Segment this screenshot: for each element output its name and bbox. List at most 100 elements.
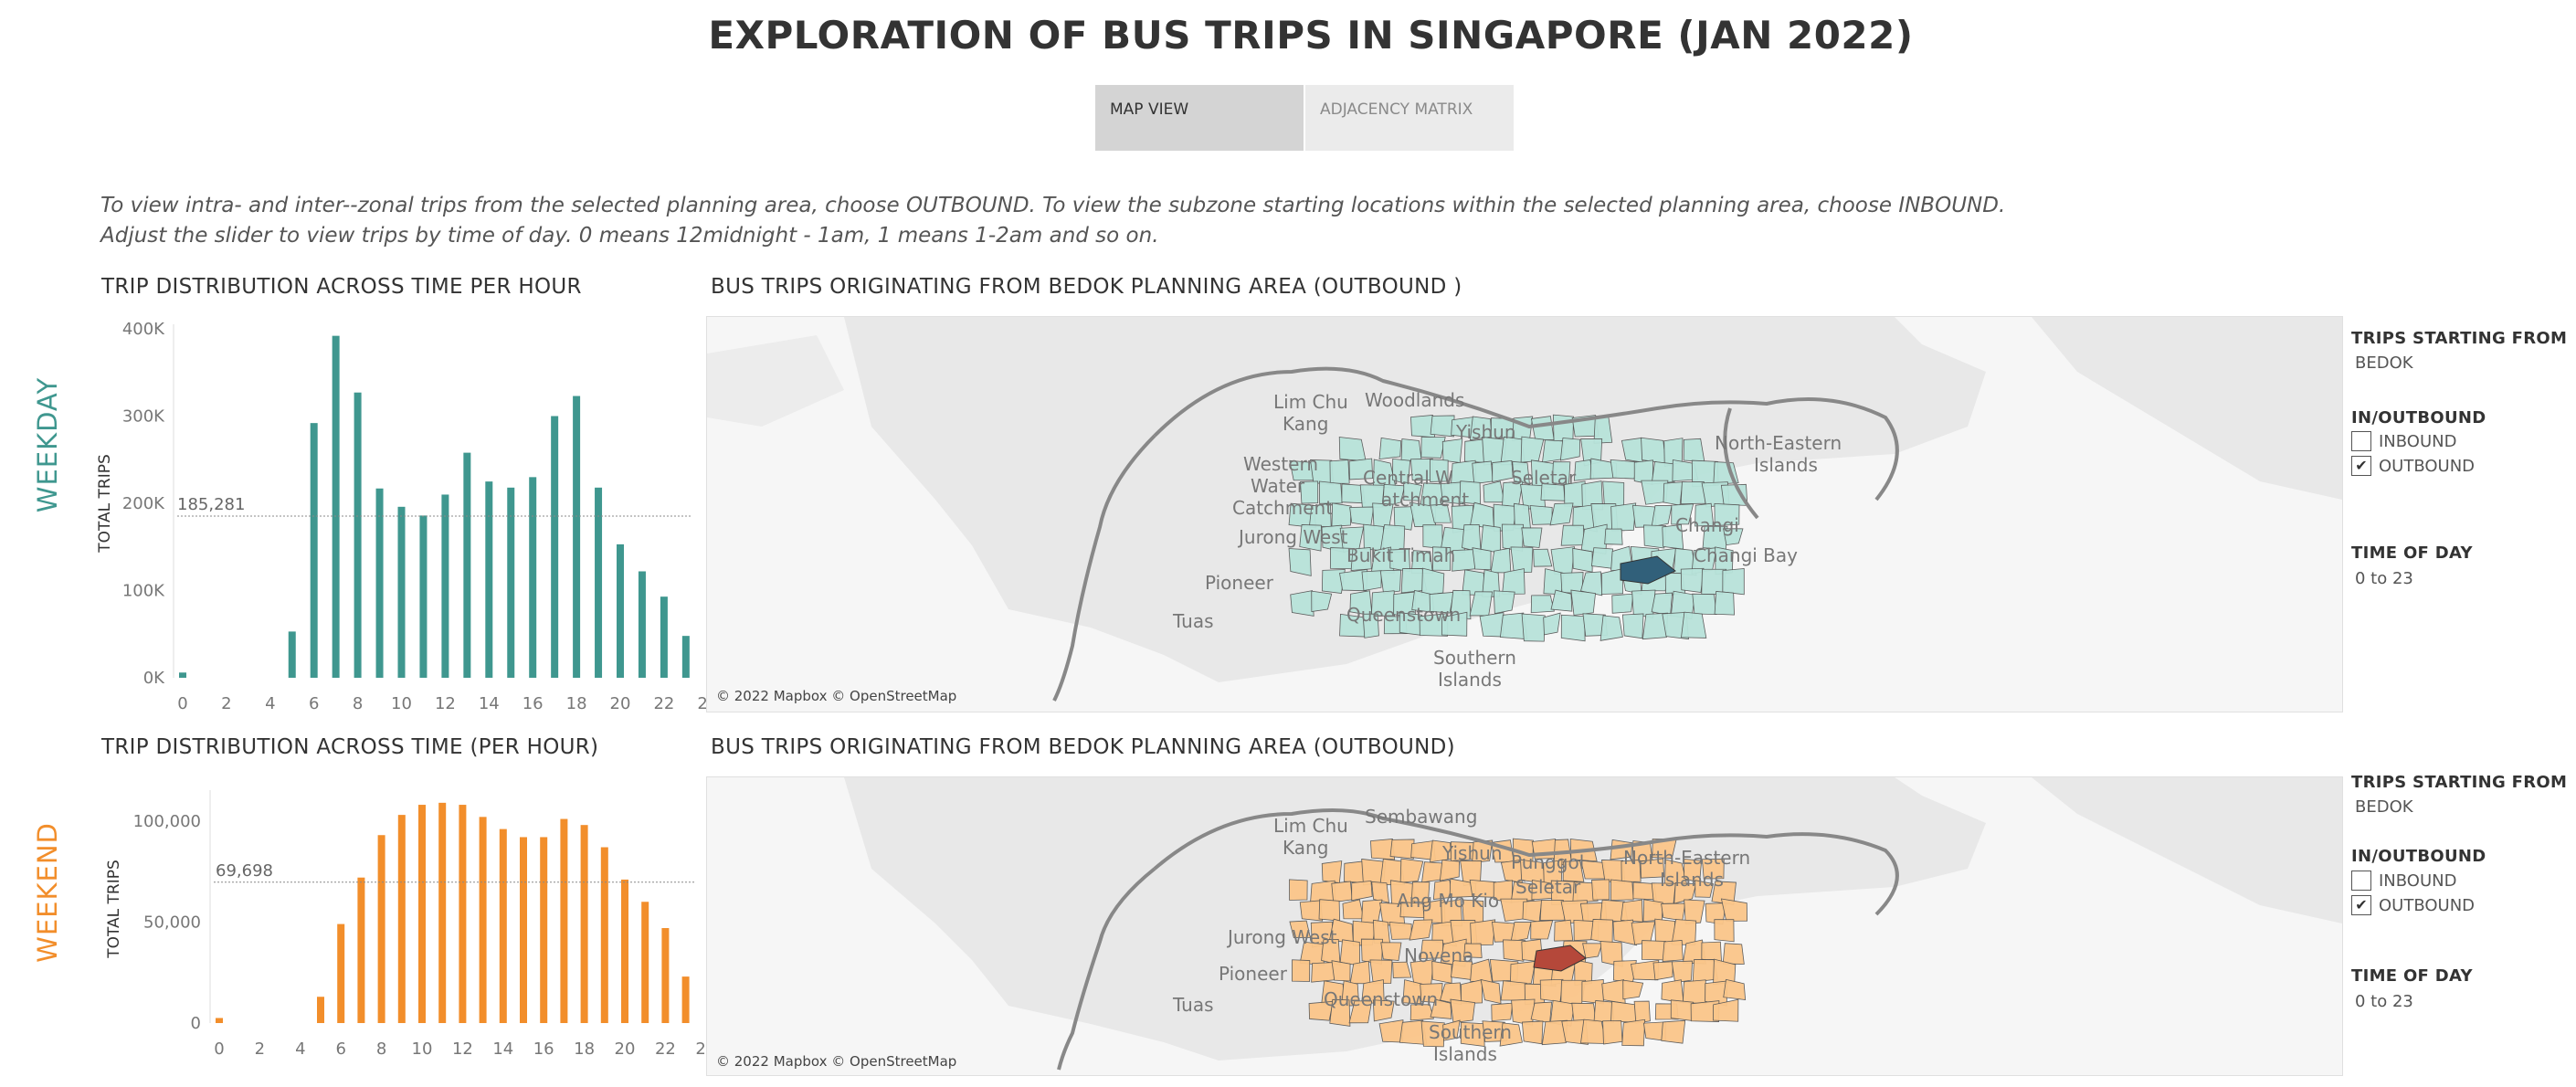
weekday-bar[interactable]	[529, 477, 537, 678]
subzone[interactable]	[1543, 568, 1565, 596]
subzone[interactable]	[1621, 899, 1643, 923]
subzone[interactable]	[1331, 502, 1352, 527]
subzone[interactable]	[1661, 979, 1684, 1004]
subzone[interactable]	[1530, 920, 1554, 940]
subzone[interactable]	[1338, 437, 1367, 462]
subzone[interactable]	[1419, 613, 1449, 637]
subzone[interactable]	[1633, 1000, 1651, 1024]
subzone[interactable]	[1500, 980, 1527, 1001]
subzone[interactable]	[1621, 613, 1644, 639]
subzone[interactable]	[1671, 503, 1694, 525]
subzone[interactable]	[1530, 416, 1555, 441]
weekday-inbound-option[interactable]: INBOUND	[2351, 431, 2456, 451]
subzone[interactable]	[1610, 1000, 1638, 1023]
weekday-bar[interactable]	[375, 488, 384, 678]
weekday-bar[interactable]	[638, 571, 646, 678]
subzone[interactable]	[1591, 879, 1610, 901]
subzone[interactable]	[1289, 879, 1308, 901]
weekday-outbound-checkbox[interactable]: ✔	[2351, 456, 2371, 476]
weekend-bar[interactable]	[317, 997, 324, 1023]
subzone[interactable]	[1349, 960, 1371, 985]
subzone[interactable]	[1510, 881, 1535, 903]
subzone[interactable]	[1722, 568, 1745, 596]
subzone[interactable]	[1430, 415, 1455, 438]
subzone[interactable]	[1543, 612, 1561, 636]
weekday-bar[interactable]	[573, 396, 581, 678]
subzone[interactable]	[1288, 548, 1312, 576]
weekday-bar[interactable]	[397, 506, 406, 678]
weekday-bar[interactable]	[332, 335, 340, 678]
subzone[interactable]	[1671, 960, 1694, 984]
bedok-subzone[interactable]	[1620, 555, 1676, 585]
subzone[interactable]	[1389, 839, 1415, 860]
subzone[interactable]	[1720, 483, 1748, 506]
weekend-inbound-checkbox[interactable]	[2351, 871, 2371, 891]
subzone[interactable]	[1492, 459, 1514, 482]
subzone[interactable]	[1319, 480, 1343, 504]
subzone[interactable]	[1499, 1022, 1523, 1047]
subzone[interactable]	[1450, 998, 1476, 1024]
weekday-bar[interactable]	[507, 487, 515, 678]
subzone[interactable]	[1602, 480, 1625, 507]
subzone[interactable]	[1339, 939, 1361, 966]
subzone[interactable]	[1348, 1000, 1373, 1024]
subzone[interactable]	[1321, 860, 1343, 884]
subzone[interactable]	[1714, 502, 1740, 526]
subzone[interactable]	[1521, 613, 1546, 642]
subzone[interactable]	[1642, 899, 1663, 923]
weekday-bar[interactable]	[485, 481, 493, 678]
subzone[interactable]	[1680, 481, 1706, 504]
subzone[interactable]	[1430, 998, 1452, 1019]
weekday-bar[interactable]	[617, 544, 624, 678]
subzone[interactable]	[1604, 528, 1623, 545]
subzone[interactable]	[1329, 998, 1351, 1027]
tab-map-view[interactable]: MAP VIEW	[1095, 85, 1304, 151]
subzone[interactable]	[1673, 881, 1697, 904]
subzone[interactable]	[1510, 922, 1532, 943]
subzone[interactable]	[1289, 920, 1311, 938]
weekend-bar[interactable]	[681, 976, 690, 1023]
subzone[interactable]	[1529, 505, 1553, 525]
subzone[interactable]	[1350, 547, 1372, 571]
subzone[interactable]	[1550, 589, 1573, 612]
weekday-bar[interactable]	[288, 631, 296, 678]
weekend-bar[interactable]	[520, 837, 527, 1023]
subzone[interactable]	[1643, 524, 1667, 549]
subzone[interactable]	[1362, 613, 1379, 638]
subzone[interactable]	[1502, 568, 1526, 595]
subzone[interactable]	[1479, 612, 1504, 638]
subzone[interactable]	[1521, 527, 1543, 548]
subzone[interactable]	[1490, 547, 1512, 574]
subzone[interactable]	[1681, 611, 1707, 638]
subzone[interactable]	[1369, 959, 1393, 985]
subzone[interactable]	[1670, 999, 1694, 1021]
subzone[interactable]	[1441, 611, 1468, 637]
subzone[interactable]	[1491, 1002, 1514, 1022]
subzone[interactable]	[1393, 506, 1415, 531]
subzone[interactable]	[1539, 900, 1566, 921]
subzone[interactable]	[1510, 960, 1536, 986]
subzone[interactable]	[1714, 919, 1735, 943]
subzone[interactable]	[1348, 458, 1374, 480]
subzone[interactable]	[1411, 589, 1435, 613]
weekday-bar[interactable]	[681, 636, 690, 678]
weekday-bar[interactable]	[595, 487, 603, 678]
subzone[interactable]	[1472, 547, 1492, 571]
subzone[interactable]	[1379, 569, 1401, 595]
subzone[interactable]	[1641, 940, 1666, 961]
weekend-bar[interactable]	[580, 825, 588, 1023]
subzone[interactable]	[1694, 880, 1714, 898]
weekend-inbound-option[interactable]: INBOUND	[2351, 871, 2456, 891]
subzone[interactable]	[1331, 960, 1351, 982]
subzone[interactable]	[1442, 1019, 1461, 1041]
subzone[interactable]	[1690, 1000, 1720, 1022]
subzone[interactable]	[1388, 922, 1412, 940]
subzone[interactable]	[1549, 502, 1574, 526]
weekend-bar[interactable]	[216, 1018, 223, 1023]
subzone[interactable]	[1631, 959, 1660, 981]
subzone[interactable]	[1402, 979, 1424, 1005]
subzone[interactable]	[1541, 1019, 1568, 1046]
weekend-map[interactable]: Lim Chu Kang Sembawang Yishun Seletar Pun…	[706, 776, 2343, 1076]
subzone[interactable]	[1654, 918, 1676, 945]
subzone[interactable]	[1611, 593, 1634, 614]
